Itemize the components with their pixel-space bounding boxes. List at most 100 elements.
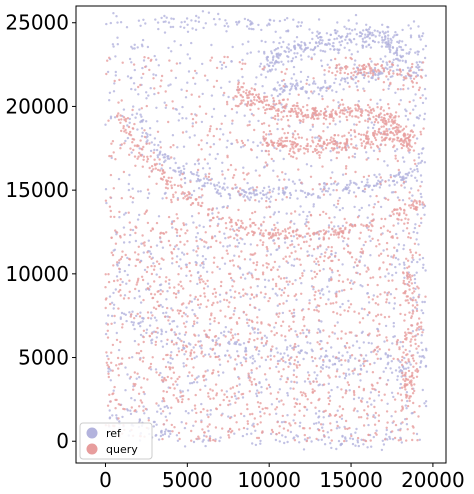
point-query bbox=[406, 404, 410, 408]
point-ref bbox=[326, 63, 329, 66]
point-ref bbox=[387, 272, 390, 275]
point-query bbox=[322, 229, 325, 232]
point-ref bbox=[421, 147, 424, 151]
point-query bbox=[278, 425, 281, 428]
point-ref bbox=[125, 319, 128, 323]
point-query bbox=[133, 251, 137, 254]
point-query bbox=[373, 136, 377, 140]
point-ref bbox=[351, 442, 355, 446]
point-query bbox=[129, 315, 132, 318]
point-ref bbox=[369, 391, 373, 394]
point-ref bbox=[354, 13, 358, 17]
point-query bbox=[414, 342, 417, 346]
point-ref bbox=[227, 25, 230, 28]
point-query bbox=[396, 236, 399, 240]
point-query bbox=[139, 139, 142, 142]
point-query bbox=[204, 333, 208, 336]
point-query bbox=[168, 316, 171, 319]
point-query bbox=[323, 69, 326, 72]
point-ref bbox=[196, 381, 199, 384]
point-ref bbox=[424, 97, 428, 100]
point-query bbox=[139, 153, 142, 156]
point-query bbox=[306, 377, 310, 380]
point-query bbox=[338, 405, 341, 408]
point-query bbox=[327, 391, 330, 394]
point-ref bbox=[206, 413, 209, 416]
point-ref bbox=[235, 23, 239, 26]
point-ref bbox=[335, 90, 338, 94]
point-query bbox=[338, 142, 342, 145]
point-query bbox=[242, 310, 245, 314]
point-ref bbox=[291, 83, 294, 86]
point-ref bbox=[180, 421, 183, 424]
point-ref bbox=[298, 213, 301, 216]
point-query bbox=[318, 397, 321, 401]
point-query bbox=[311, 150, 315, 154]
point-ref bbox=[270, 68, 274, 71]
point-ref bbox=[171, 25, 175, 29]
point-ref bbox=[302, 357, 305, 361]
point-query bbox=[160, 257, 163, 260]
point-ref bbox=[414, 287, 417, 291]
point-query bbox=[392, 122, 395, 125]
point-ref bbox=[145, 120, 148, 123]
point-query bbox=[180, 267, 183, 270]
point-query bbox=[386, 254, 390, 257]
point-ref bbox=[237, 390, 240, 394]
point-ref bbox=[239, 146, 243, 149]
point-ref bbox=[398, 59, 402, 62]
point-query bbox=[112, 279, 116, 283]
point-query bbox=[186, 357, 189, 361]
point-query bbox=[129, 130, 132, 134]
point-ref bbox=[208, 153, 211, 156]
point-ref bbox=[296, 25, 299, 28]
point-query bbox=[170, 340, 174, 344]
point-ref bbox=[417, 152, 420, 156]
point-ref bbox=[132, 105, 135, 108]
point-query bbox=[294, 422, 297, 425]
point-query bbox=[142, 356, 145, 359]
point-ref bbox=[280, 288, 284, 292]
point-query bbox=[377, 254, 381, 257]
point-ref bbox=[370, 342, 373, 345]
point-ref bbox=[165, 404, 168, 408]
point-query bbox=[393, 436, 397, 440]
point-query bbox=[140, 386, 143, 389]
point-query bbox=[245, 226, 248, 229]
point-ref bbox=[404, 108, 407, 111]
point-ref bbox=[227, 415, 230, 418]
point-query bbox=[345, 118, 349, 122]
point-ref bbox=[283, 191, 286, 194]
point-query bbox=[192, 76, 195, 80]
point-query bbox=[131, 108, 134, 112]
point-query bbox=[371, 142, 375, 146]
point-ref bbox=[310, 440, 313, 443]
point-ref bbox=[387, 87, 390, 91]
point-query bbox=[403, 209, 406, 212]
point-ref bbox=[396, 64, 399, 67]
point-query bbox=[286, 119, 290, 122]
point-query bbox=[335, 292, 338, 296]
point-query bbox=[329, 422, 332, 425]
point-query bbox=[269, 215, 272, 219]
point-ref bbox=[350, 41, 353, 44]
point-query bbox=[215, 392, 219, 395]
point-query bbox=[319, 347, 323, 351]
point-ref bbox=[187, 70, 191, 73]
point-ref bbox=[328, 43, 331, 46]
point-ref bbox=[148, 127, 152, 130]
point-ref bbox=[194, 19, 197, 23]
point-ref bbox=[151, 338, 154, 341]
point-ref bbox=[298, 178, 301, 182]
point-ref bbox=[334, 32, 338, 35]
point-query bbox=[176, 399, 180, 402]
point-query bbox=[229, 163, 233, 167]
point-ref bbox=[246, 427, 249, 431]
point-query bbox=[176, 377, 179, 381]
point-query bbox=[248, 123, 251, 127]
point-ref bbox=[210, 94, 214, 97]
point-query bbox=[314, 290, 317, 294]
point-query bbox=[136, 157, 139, 160]
point-query bbox=[255, 263, 258, 267]
point-query bbox=[288, 280, 291, 283]
